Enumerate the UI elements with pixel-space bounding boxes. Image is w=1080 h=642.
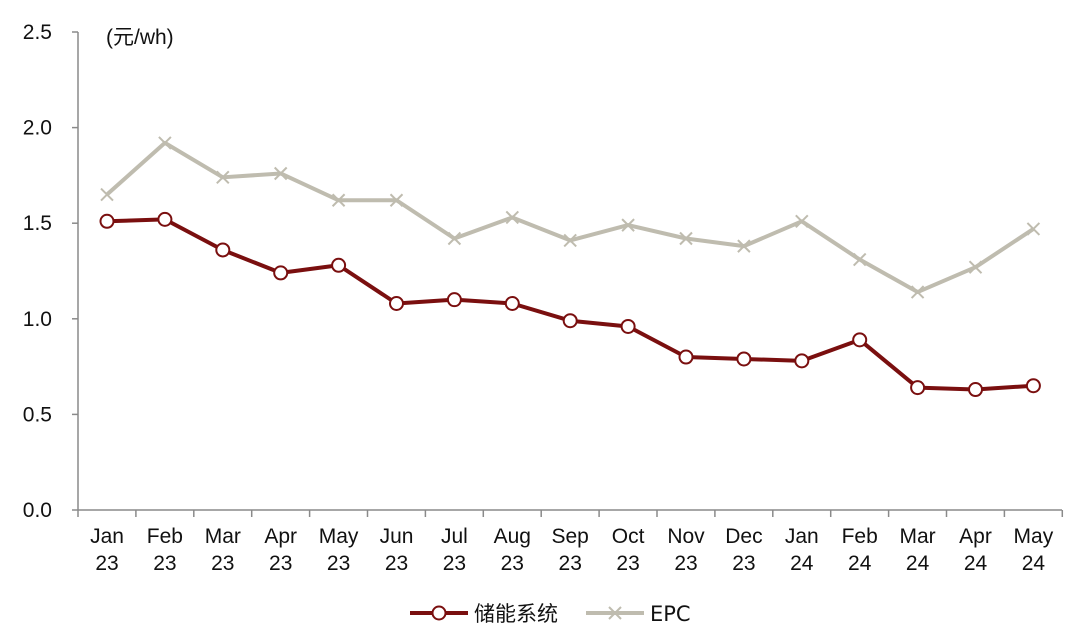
x-tick-label-month: Aug [494,525,531,548]
data-point [331,193,346,207]
y-tick-label: 2.0 [23,117,52,140]
data-point [99,213,115,229]
data-point [100,187,114,202]
data-point [910,285,925,299]
legend-swatch-marker [431,605,447,621]
y-tick-label: 1.0 [23,308,52,331]
x-tick-label-month: Mar [205,525,241,548]
data-point [620,318,636,334]
data-point [852,252,867,267]
x-tick-label-year: 24 [906,552,930,575]
x-tick-label-month: Mar [900,525,936,548]
data-point [331,257,347,273]
x-tick-label-month: Jan [90,525,124,548]
data-point [273,166,288,181]
y-axis: 0.0 0.5 1.0 1.5 2.0 2.5 [23,21,79,522]
y-tick-label: 0.5 [23,403,52,426]
data-point [794,353,810,369]
x-tick-label-year: 23 [327,552,350,575]
unit-label: (元/wh) [106,26,174,49]
x-tick-label-month: Jul [441,525,468,548]
data-point [157,211,173,227]
data-point [621,218,635,232]
data-point [736,351,752,367]
y-tick-label: 0.0 [23,499,52,522]
data-point [562,313,578,329]
data-point [968,260,983,274]
series-group [99,136,1041,398]
x-tick-label-year: 23 [269,552,292,575]
legend-item-epc: EPC [586,602,691,626]
x-tick-label-year: 23 [443,552,466,575]
x-tick-label-month: May [1014,525,1054,548]
legend: 储能系统 EPC [410,602,691,626]
legend-label: EPC [650,602,691,626]
data-point [563,233,577,248]
legend-label: 储能系统 [474,602,558,626]
data-point [737,239,751,253]
data-point [795,214,809,228]
x-axis: Jan 23 Feb 23 Mar 23 Apr 23 May 23 Jun 23 Jul 23 Aug 23… [77,509,1064,575]
x-tick-label-year: 23 [674,552,697,575]
legend-swatch-marker [608,606,622,620]
series-epc [100,136,1041,299]
data-point [679,231,693,246]
x-tick-label-year: 23 [211,552,234,575]
data-point [852,332,868,348]
x-tick-label-year: 23 [95,552,118,575]
x-tick-label-month: Dec [725,525,762,548]
x-tick-label-month: Jun [380,525,414,548]
x-tick-label-year: 23 [616,552,639,575]
x-tick-label-month: Oct [612,525,645,548]
data-point [447,231,462,246]
x-tick-label-year: 24 [848,552,872,575]
x-tick-label-month: Apr [264,525,297,548]
x-tick-label-month: May [319,525,359,548]
legend-item-storage-system: 储能系统 [410,602,558,626]
x-tick-label-year: 23 [732,552,755,575]
data-point [504,296,520,312]
data-point [389,296,404,312]
series-line [105,140,1035,295]
x-tick-label-month: Jan [785,525,819,548]
x-tick-label-month: Sep [552,525,589,548]
data-point [158,136,172,150]
x-tick-label-year: 24 [790,552,814,575]
data-point [215,242,231,258]
x-tick-label-month: Feb [842,525,878,548]
data-point [273,265,289,281]
data-point [389,193,404,207]
data-point [446,292,462,308]
x-tick-label-year: 24 [964,552,988,575]
data-point [910,380,926,396]
y-tick-label: 2.5 [23,21,52,44]
data-point [1026,222,1041,236]
series-storage-system [99,211,1041,398]
data-point [216,170,230,185]
y-tick-label: 1.5 [23,212,52,235]
data-point [1025,378,1041,394]
x-tick-label-year: 24 [1022,552,1046,575]
x-tick-label-year: 23 [559,552,582,575]
x-tick-label-month: Apr [959,525,992,548]
x-tick-label-month: Feb [147,525,183,548]
data-point [678,349,694,365]
series-line [106,217,1034,392]
x-tick-label-year: 23 [153,552,176,575]
x-tick-label-month: Nov [667,525,705,548]
x-tick-label-year: 23 [385,552,408,575]
x-tick-label-year: 23 [501,552,524,575]
data-point [505,210,520,225]
data-point [968,382,983,398]
